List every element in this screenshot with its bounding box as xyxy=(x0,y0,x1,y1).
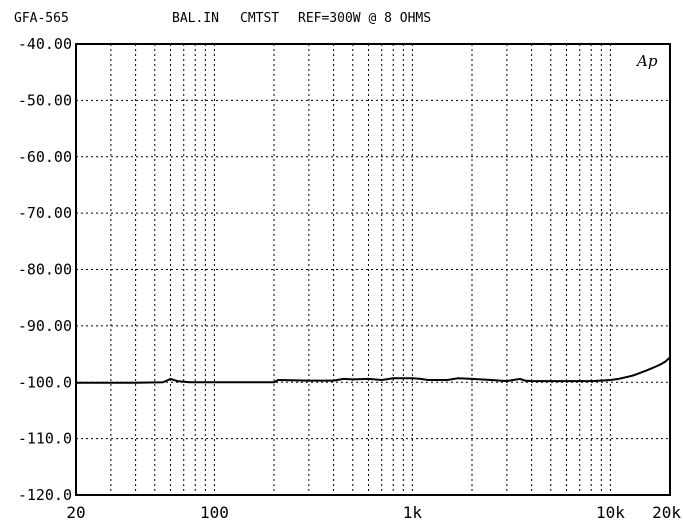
header-model: GFA-565 xyxy=(14,11,69,26)
y-tick-labels: -40.00 -50.00 -60.00 -70.00 -80.00 -90.00 -100… xyxy=(18,35,72,504)
y-tick-label: -120.0 xyxy=(18,486,72,504)
y-tick-label: -60.00 xyxy=(18,148,72,166)
x-tick-label: 20k xyxy=(652,503,681,522)
x-tick-label: 1k xyxy=(403,503,423,522)
y-tick-label: -90.00 xyxy=(18,317,72,335)
plot-frame xyxy=(75,43,671,496)
x-tick-label: 10k xyxy=(596,503,625,522)
x-tick-labels: 20 100 1k 10k 20k xyxy=(66,503,681,522)
series-line xyxy=(76,356,671,384)
header: GFA-565 BAL.IN CMTST REF=300W @ 8 OHMS xyxy=(14,11,431,26)
y-tick-label: -110.0 xyxy=(18,430,72,448)
x-tick-label: 100 xyxy=(200,503,229,522)
series-traces xyxy=(76,356,671,384)
y-tick-label: -100.0 xyxy=(18,373,72,391)
x-tick-label: 20 xyxy=(66,503,85,522)
header-input: BAL.IN xyxy=(172,11,219,26)
gridlines xyxy=(76,43,670,496)
y-tick-label: -50.00 xyxy=(18,91,72,109)
header-test: CMTST xyxy=(240,11,279,26)
y-tick-label: -40.00 xyxy=(18,35,72,53)
y-tick-label: -80.00 xyxy=(18,261,72,279)
header-reference: REF=300W @ 8 OHMS xyxy=(298,11,431,26)
y-tick-label: -70.00 xyxy=(18,204,72,222)
ap-logo: Ap xyxy=(635,52,658,70)
